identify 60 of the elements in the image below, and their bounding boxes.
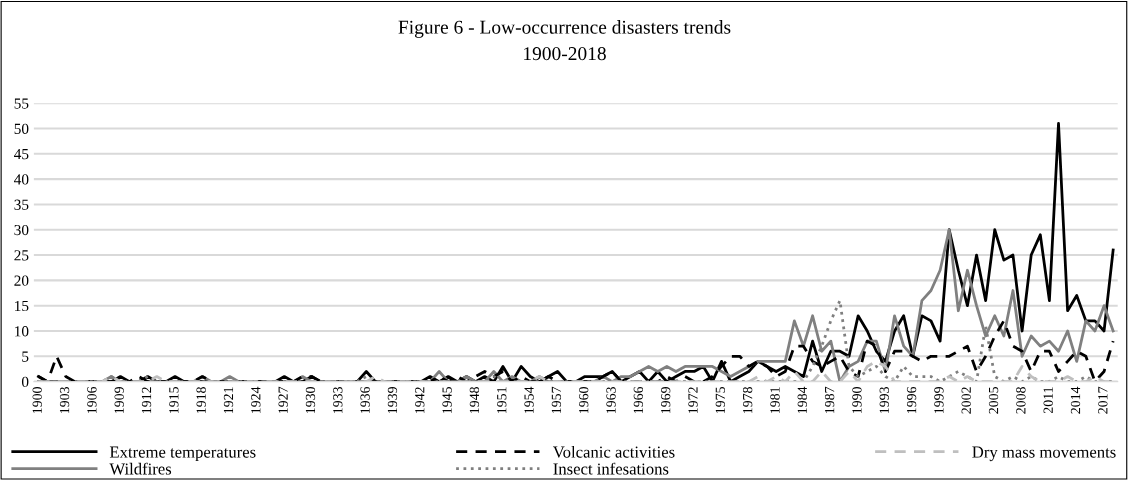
x-tick-label: 1999 [934,387,944,414]
y-tick-label: 10 [15,326,29,337]
legend-label: Wildfires [109,462,172,475]
x-tick-label: 1942 [415,387,425,414]
x-tick-label: 1906 [87,386,97,414]
x-tick-label: 2014 [1070,386,1081,414]
x-tick-label: 1921 [223,387,234,414]
x-tick-label: 1924 [251,386,261,414]
x-tick-label: 1945 [442,387,452,414]
x-tick-label: 1909 [114,387,124,414]
x-tick-label: 1990 [852,386,862,414]
x-tick-label: 1930 [305,386,316,414]
x-tick-label: 1960 [579,386,589,414]
x-tick-label: 1969 [661,387,671,414]
x-tick-label: 1966 [633,386,644,414]
x-tick-label: 1954 [524,386,534,414]
x-tick-label: 1984 [797,386,807,414]
y-tick-label: 50 [14,123,29,134]
x-tick-label: 1933 [333,387,343,414]
x-tick-label: 1918 [196,386,206,414]
x-tick-label: 1939 [387,387,398,414]
x-tick-label: 1900 [32,386,42,414]
y-tick-label: 25 [14,250,29,261]
legend-label: Volcanic activities [552,445,675,458]
x-tick-label: 2011 [1043,387,1053,414]
y-tick-label: 55 [14,98,29,109]
line-series [37,228,1115,382]
x-tick-label: 1915 [169,387,179,414]
x-tick-label: 1978 [742,386,753,414]
x-tick-label: 2002 [961,387,971,414]
x-tick-label: 1948 [469,386,480,414]
x-tick-label: 1951 [497,387,507,414]
legend-label: Insect infesations [553,462,669,475]
y-tick-label: 45 [14,149,29,160]
y-tick-label: 5 [22,351,29,362]
x-tick-label: 2017 [1098,386,1108,414]
x-tick-label: 2008 [1016,386,1026,414]
x-tick-label: 1981 [770,387,780,414]
y-tick-label: 20 [14,275,29,286]
x-tick-label: 1993 [879,387,889,414]
legend-label: Dry mass movements [972,446,1116,462]
y-tick-label: 30 [14,224,29,236]
x-tick-label: 1912 [141,387,152,414]
y-tick-label: 40 [14,174,29,185]
x-tick-label: 1957 [551,386,562,414]
y-tick-label: 0 [21,376,29,388]
x-tick-label: 2005 [988,387,999,414]
legend-label: Extreme temperatures [109,446,256,462]
chart-title: Figure 6 - Low-occurrence disasters trends [398,20,731,38]
x-tick-label: 1996 [906,386,917,414]
x-tick-label: 1987 [824,386,835,414]
y-tick-label: 15 [15,300,29,312]
y-tick-label: 35 [14,199,29,210]
x-tick-label: 1936 [360,386,370,414]
chart-subtitle: 1900-2018 [524,47,606,61]
x-tick-label: 1975 [715,387,725,414]
x-tick-label: 1903 [59,387,70,414]
x-tick-label: 1963 [606,387,616,414]
x-tick-label: 1972 [688,387,698,414]
x-tick-label: 1927 [278,386,288,414]
